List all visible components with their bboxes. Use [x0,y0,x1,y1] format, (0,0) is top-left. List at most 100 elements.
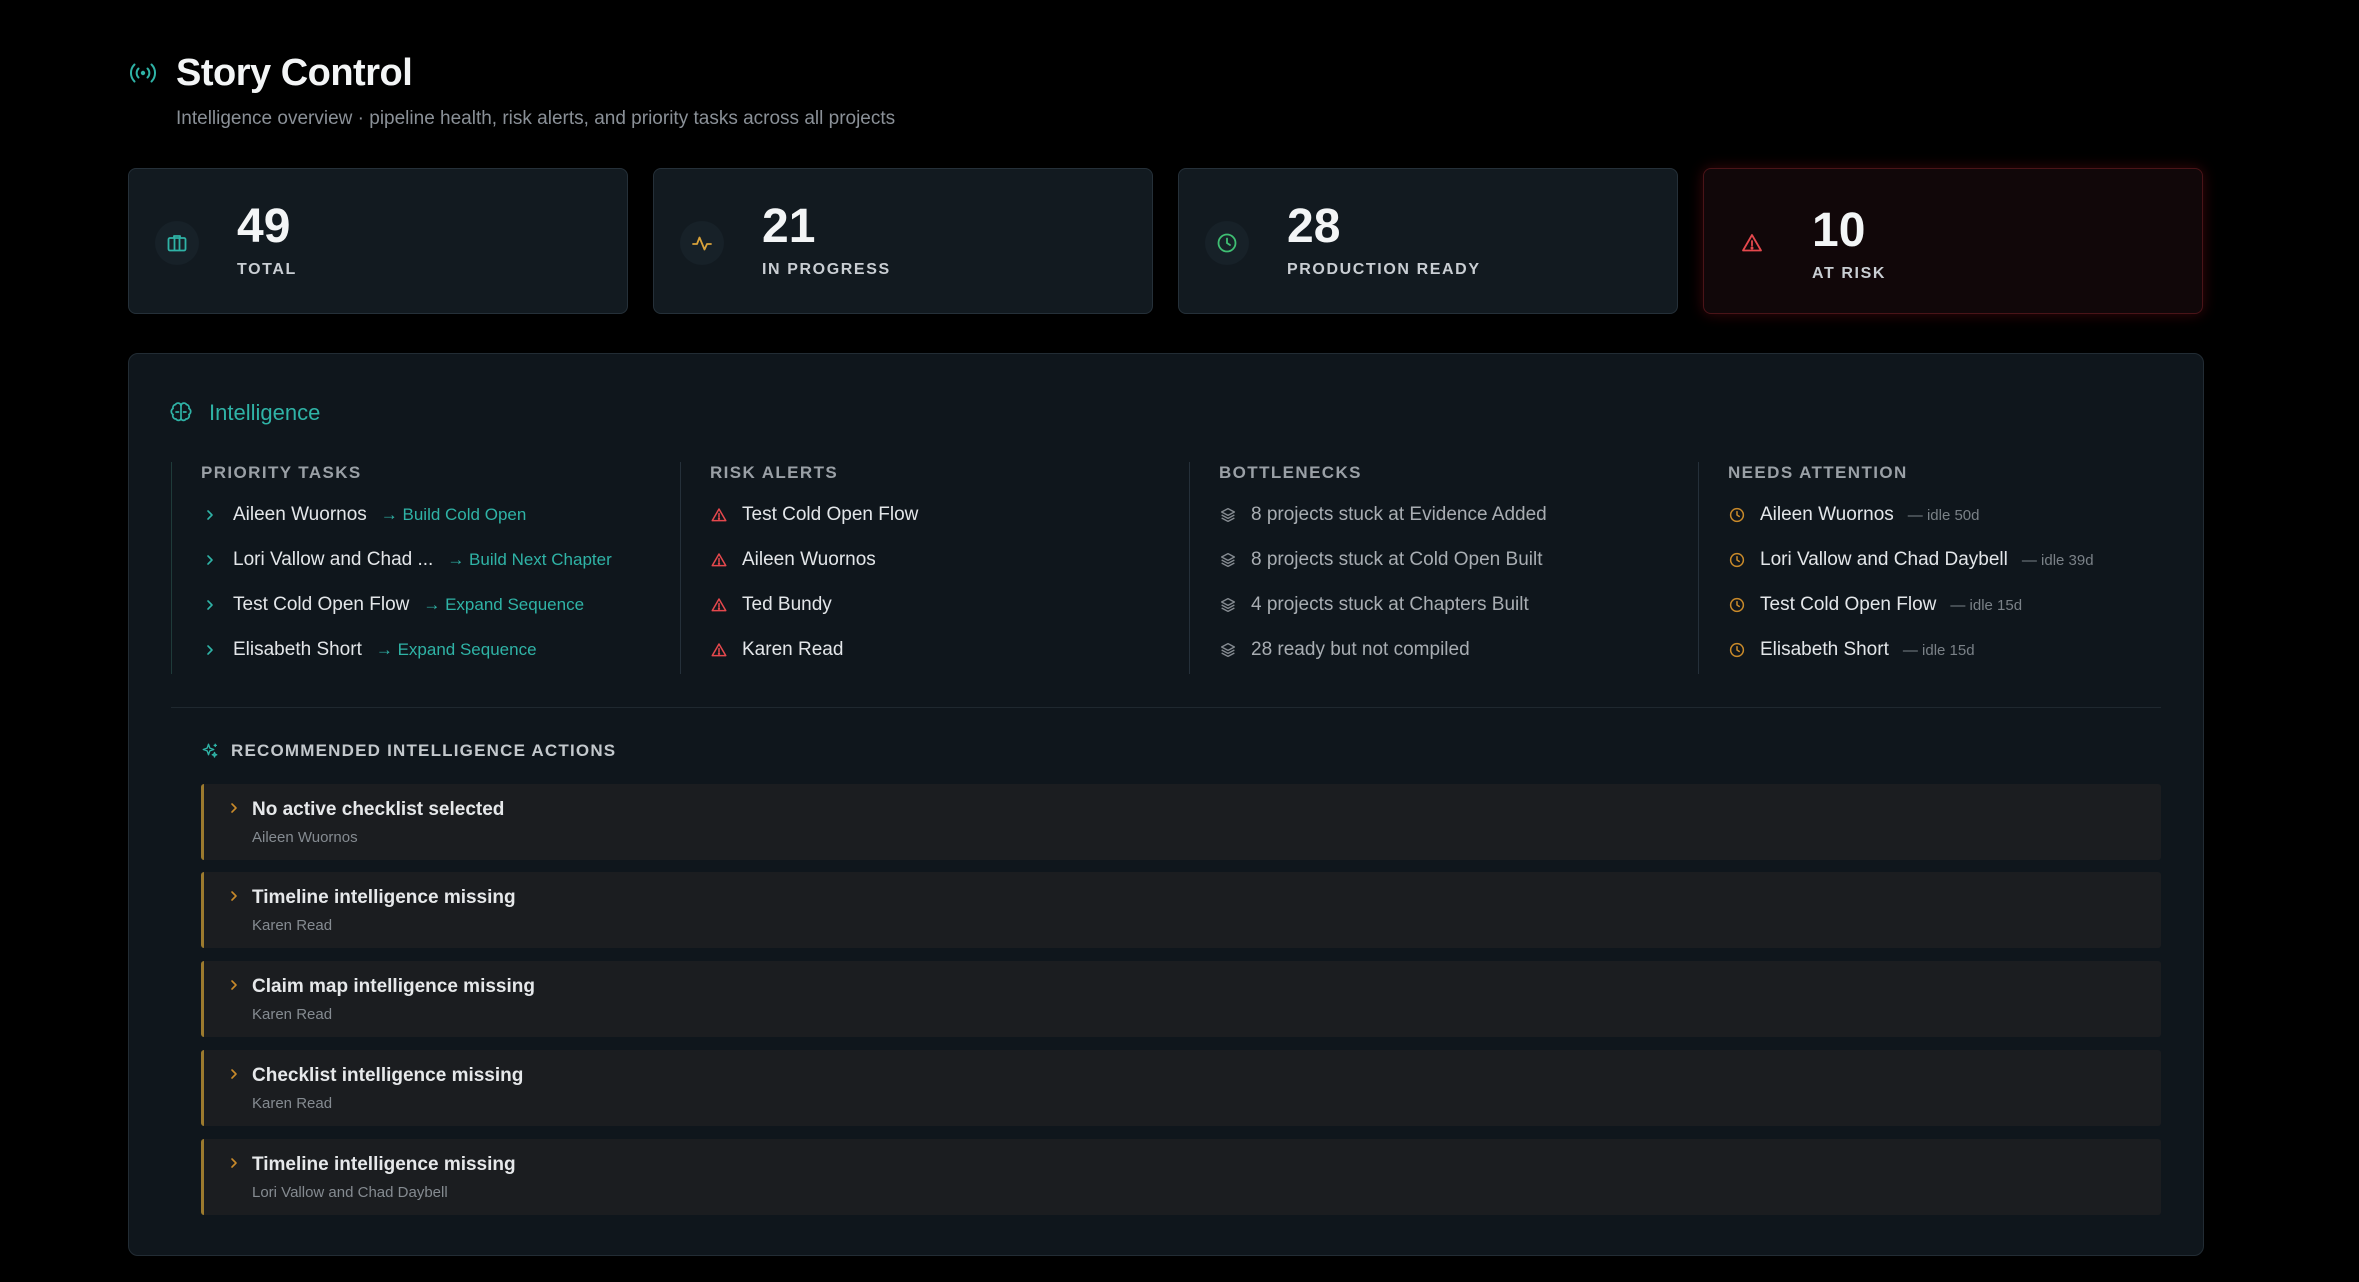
risk-alert-item[interactable]: Ted Bundy [710,590,832,620]
bottleneck-text: 8 projects stuck at Cold Open Built [1251,549,1543,570]
broadcast-icon [128,58,158,88]
attention-item[interactable]: Elisabeth Short — idle 15d [1728,635,1975,665]
column-title: BOTTLENECKS [1219,463,1362,482]
action-title: Timeline intelligence missing [252,1154,516,1175]
column-title: PRIORITY TASKS [201,463,362,482]
briefcase-icon [155,221,199,265]
action-title: Checklist intelligence missing [252,1065,524,1086]
chevron-right-icon [207,510,213,520]
action-project: Lori Vallow and Chad Daybell [252,1184,448,1201]
brain-icon [170,402,192,422]
stat-card-at-risk[interactable]: 10 AT RISK [1703,168,2203,314]
task-project-name: Elisabeth Short [233,639,362,660]
stat-card-total[interactable]: 49 TOTAL [128,168,628,314]
chevron-right-icon [231,980,237,990]
attention-item[interactable]: Test Cold Open Flow — idle 15d [1728,590,2022,620]
alert-triangle-icon [711,643,727,657]
risk-project-name: Aileen Wuornos [742,549,876,570]
chevron-right-icon [207,600,213,610]
bottleneck-item: 4 projects stuck at Chapters Built [1219,590,1529,620]
stat-card-in-progress[interactable]: 21 IN PROGRESS [653,168,1153,314]
alert-triangle-icon [711,508,727,522]
bottleneck-item: 8 projects stuck at Evidence Added [1219,500,1547,530]
idle-duration: — idle 50d [1907,506,1980,524]
stat-label: PRODUCTION READY [1287,261,1481,278]
attention-project-name: Elisabeth Short [1760,639,1889,660]
intelligence-panel: Intelligence PRIORITY TASKS Aileen Wuorn… [128,353,2204,1256]
task-project-name: Test Cold Open Flow [233,594,410,615]
action-project: Karen Read [252,917,333,934]
recommended-actions-title: RECOMMENDED INTELLIGENCE ACTIONS [231,741,617,760]
stat-value: 28 [1287,200,1341,253]
layers-icon [1220,507,1236,523]
page-title: Story Control [176,52,413,94]
chevron-right-icon [231,1069,237,1079]
task-action: → Build Next Chapter [447,550,612,569]
recommended-action-item[interactable]: Timeline intelligence missing Lori Vallo… [201,1139,2161,1215]
attention-item[interactable]: Aileen Wuornos — idle 50d [1728,500,1980,530]
chevron-right-icon [231,803,237,813]
clock-icon [1729,507,1745,523]
idle-duration: — idle 15d [1902,641,1975,659]
section-divider [171,707,2161,708]
stat-label: AT RISK [1812,265,1887,282]
chevron-right-icon [231,1158,237,1168]
activity-icon [680,221,724,265]
action-title: Timeline intelligence missing [252,887,516,908]
layers-icon [1220,597,1236,613]
task-project-name: Aileen Wuornos [233,504,367,525]
recommended-action-item[interactable]: Claim map intelligence missing Karen Rea… [201,961,2161,1037]
stat-value: 21 [762,200,816,253]
recommended-action-item[interactable]: Timeline intelligence missing Karen Read [201,872,2161,948]
chevron-right-icon [207,645,213,655]
action-project: Aileen Wuornos [252,829,358,846]
attention-project-name: Lori Vallow and Chad Daybell [1760,549,2008,570]
intelligence-title: Intelligence [209,400,321,425]
risk-project-name: Test Cold Open Flow [742,504,919,525]
intelligence-columns: PRIORITY TASKS Aileen Wuornos → Build Co… [171,462,2161,682]
attention-item[interactable]: Lori Vallow and Chad Daybell — idle 39d [1728,545,2094,575]
needs-attention-column: NEEDS ATTENTION Aileen Wuornos — idle 50… [1698,462,2161,674]
column-title: RISK ALERTS [710,463,839,482]
idle-duration: — idle 39d [2021,551,2094,569]
risk-alert-item[interactable]: Aileen Wuornos [710,545,876,575]
stat-card-production-ready[interactable]: 28 PRODUCTION READY [1178,168,1678,314]
idle-duration: — idle 15d [1950,596,2023,614]
attention-project-name: Test Cold Open Flow [1760,594,1937,615]
risk-project-name: Karen Read [742,639,844,660]
clock-icon [1729,597,1745,613]
bottleneck-item: 8 projects stuck at Cold Open Built [1219,545,1542,575]
page-header: Story Control Intelligence overview · pi… [128,50,1328,140]
priority-task-item[interactable]: Aileen Wuornos → Build Cold Open [201,500,526,530]
layers-icon [1220,552,1236,568]
clock-icon [1729,552,1745,568]
alert-triangle-icon [711,553,727,567]
risk-project-name: Ted Bundy [742,594,832,615]
stat-label: IN PROGRESS [762,261,891,278]
priority-task-item[interactable]: Lori Vallow and Chad ... → Build Next Ch… [201,545,612,575]
task-action: → Build Cold Open [380,505,527,524]
stat-value: 49 [237,200,291,253]
clock-icon [1729,642,1745,658]
page-subtitle: Intelligence overview · pipeline health,… [176,108,896,129]
priority-task-item[interactable]: Elisabeth Short → Expand Sequence [201,635,537,665]
recommended-action-item[interactable]: No active checklist selected Aileen Wuor… [201,784,2161,860]
action-project: Karen Read [252,1095,333,1112]
bottleneck-text: 8 projects stuck at Evidence Added [1251,504,1547,525]
priority-tasks-column: PRIORITY TASKS Aileen Wuornos → Build Co… [171,462,680,674]
alert-triangle-icon [1730,221,1774,265]
priority-task-item[interactable]: Test Cold Open Flow → Expand Sequence [201,590,584,620]
alert-triangle-icon [711,598,727,612]
risk-alert-item[interactable]: Karen Read [710,635,843,665]
stat-label: TOTAL [237,261,297,278]
column-title: NEEDS ATTENTION [1728,463,1908,482]
risk-alert-item[interactable]: Test Cold Open Flow [710,500,918,530]
recommended-action-item[interactable]: Checklist intelligence missing Karen Rea… [201,1050,2161,1126]
chevron-right-icon [231,891,237,901]
clock-icon [1205,221,1249,265]
risk-alerts-column: RISK ALERTS Test Cold Open Flow Aileen W… [680,462,1189,674]
attention-project-name: Aileen Wuornos [1760,504,1894,525]
sparkle-icon [202,743,218,758]
task-project-name: Lori Vallow and Chad ... [233,549,434,570]
chevron-right-icon [207,555,213,565]
